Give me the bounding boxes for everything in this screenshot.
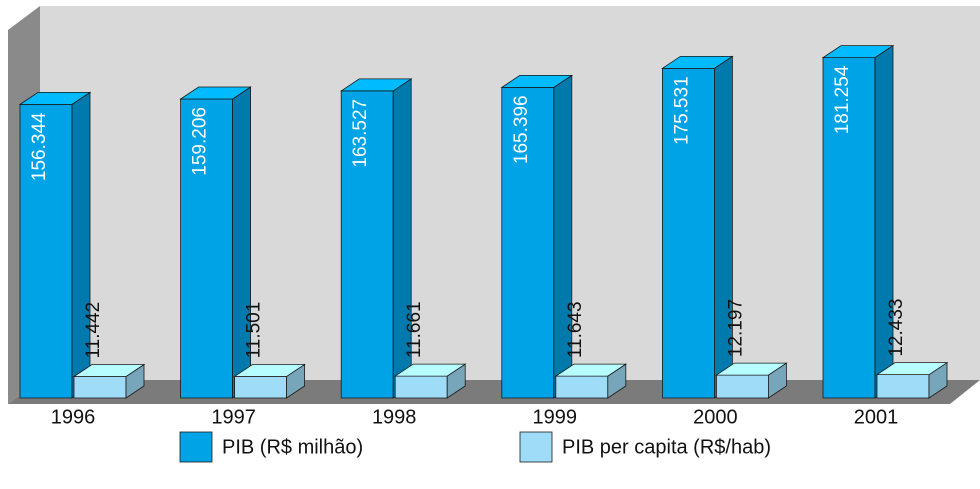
x-tick-label: 1996 <box>51 406 96 428</box>
legend-label: PIB (R$ milhão) <box>222 436 363 458</box>
bar-face <box>393 363 467 377</box>
bar-face <box>72 364 146 377</box>
value-label: 11.501 <box>244 302 265 359</box>
bar-face <box>73 376 127 399</box>
legend-label: PIB per capita (R$/hab) <box>562 436 771 458</box>
bar-face <box>821 45 895 59</box>
bar <box>554 363 628 399</box>
x-tick-label: 2000 <box>693 406 738 428</box>
bar-face <box>234 376 288 399</box>
bar <box>18 91 92 399</box>
bar-face <box>661 55 734 69</box>
value-label: 165.396 <box>511 95 532 164</box>
bar-face <box>179 86 252 100</box>
bar <box>875 361 949 399</box>
value-label: 156.344 <box>29 112 50 181</box>
bar-face <box>394 375 448 399</box>
bar-face <box>876 374 930 399</box>
bar <box>715 362 788 399</box>
bar <box>821 44 895 399</box>
bar-face <box>339 78 413 92</box>
bar <box>661 55 734 399</box>
value-label: 11.643 <box>565 301 586 358</box>
value-label: 181.254 <box>832 65 853 134</box>
legend-swatch <box>519 431 553 463</box>
value-label: 159.206 <box>190 107 211 176</box>
bar <box>72 363 146 399</box>
value-label: 12.197 <box>725 299 746 357</box>
value-label: 163.527 <box>350 99 371 168</box>
bar <box>393 363 467 399</box>
value-label: 12.433 <box>886 299 907 357</box>
bar-face <box>555 375 609 399</box>
bar-face <box>715 362 788 376</box>
x-tick-label: 1998 <box>372 406 417 428</box>
bar <box>179 86 252 399</box>
bar-face <box>500 74 574 88</box>
bar-face <box>875 362 949 376</box>
bar <box>339 78 413 399</box>
bar-face <box>233 364 306 377</box>
bar-face <box>716 374 769 399</box>
bar-face <box>554 363 628 377</box>
x-tick-label: 1997 <box>211 406 256 428</box>
value-label: 11.661 <box>404 301 425 358</box>
value-label: 175.531 <box>671 76 692 145</box>
x-tick-label: 2001 <box>854 406 899 428</box>
legend-swatch <box>179 431 213 463</box>
x-tick-label: 1999 <box>533 406 578 428</box>
bar <box>233 363 306 399</box>
bar <box>500 74 574 399</box>
bar-face <box>18 91 92 105</box>
value-label: 11.442 <box>83 302 104 359</box>
